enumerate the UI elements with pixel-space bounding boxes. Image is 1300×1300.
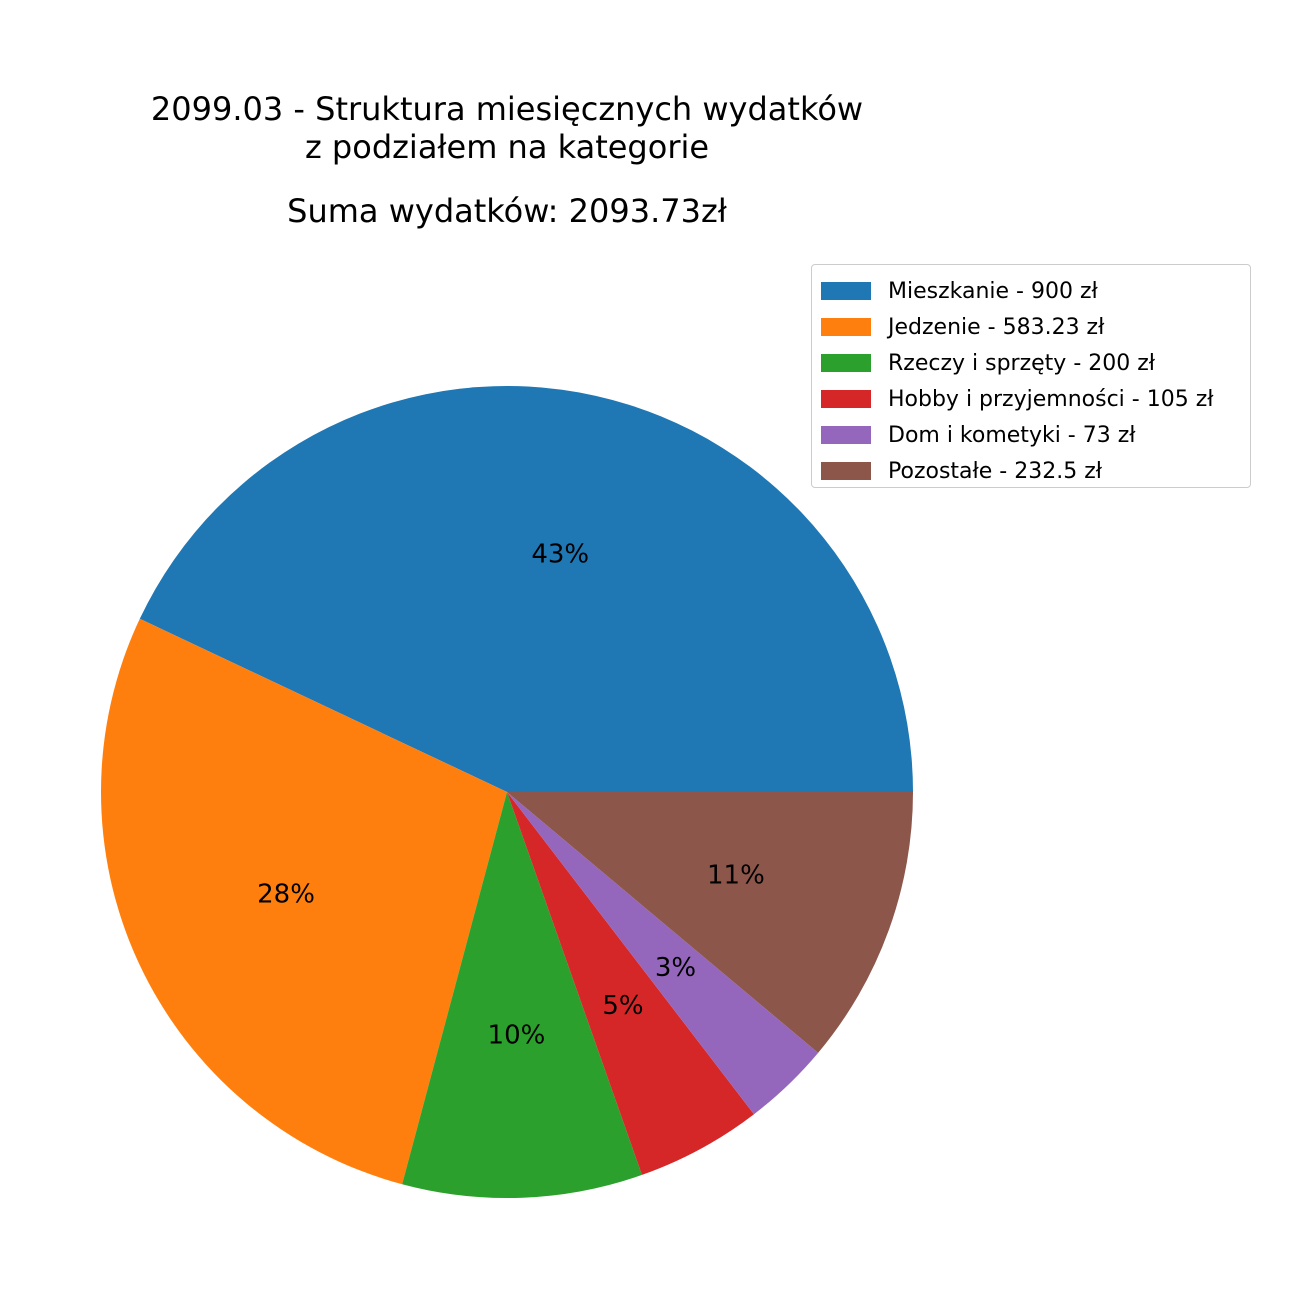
legend-label-5: Pozostałe - 232.5 zł [888, 458, 1103, 484]
chart-total-sum: Suma wydatków: 2093.73zł [287, 192, 727, 230]
legend-item-1: Jedzenie - 583.23 zł [821, 309, 1250, 345]
chart-title-line-2: z podziałem na kategorie [304, 128, 710, 166]
pie-slice-5 [507, 792, 913, 1053]
legend-item-5: Pozostałe - 232.5 zł [821, 453, 1250, 489]
pie-slice-label-2: 10% [488, 1020, 546, 1050]
legend-item-4: Dom i kometyki - 73 zł [821, 417, 1250, 453]
legend-swatch-1 [821, 318, 871, 336]
legend-label-3: Hobby i przyjemności - 105 zł [888, 386, 1214, 412]
chart-title: 2099.03 - Struktura miesięcznych wydatkó… [0, 90, 1014, 230]
pie-slice-2 [402, 792, 642, 1198]
chart-legend: Mieszkanie - 900 zł Jedzenie - 583.23 zł R… [811, 264, 1251, 488]
legend-item-3: Hobby i przyjemności - 105 zł [821, 381, 1250, 417]
legend-swatch-4 [821, 426, 871, 444]
chart-title-line-1: 2099.03 - Struktura miesięcznych wydatkó… [150, 90, 864, 128]
legend-swatch-0 [821, 282, 871, 300]
legend-label-2: Rzeczy i sprzęty - 200 zł [888, 350, 1156, 376]
pie-slice-label-1: 28% [257, 880, 315, 910]
pie-slice-3 [507, 792, 754, 1175]
pie-slice-0 [139, 386, 913, 792]
legend-swatch-5 [821, 462, 871, 480]
pie-slice-label-5: 11% [707, 860, 765, 890]
legend-swatch-2 [821, 354, 871, 372]
pie-slice-1 [100, 618, 507, 1185]
legend-item-0: Mieszkanie - 900 zł [821, 273, 1250, 309]
legend-swatch-3 [821, 390, 871, 408]
pie-slice-label-3: 5% [602, 991, 643, 1021]
legend-label-1: Jedzenie - 583.23 zł [888, 314, 1105, 340]
pie-slice-label-4: 3% [655, 953, 696, 983]
legend-item-2: Rzeczy i sprzęty - 200 zł [821, 345, 1250, 381]
pie-slice-4 [507, 792, 819, 1115]
pie-slice-label-0: 43% [531, 539, 589, 569]
legend-label-0: Mieszkanie - 900 zł [888, 278, 1098, 304]
legend-label-4: Dom i kometyki - 73 zł [888, 422, 1136, 448]
